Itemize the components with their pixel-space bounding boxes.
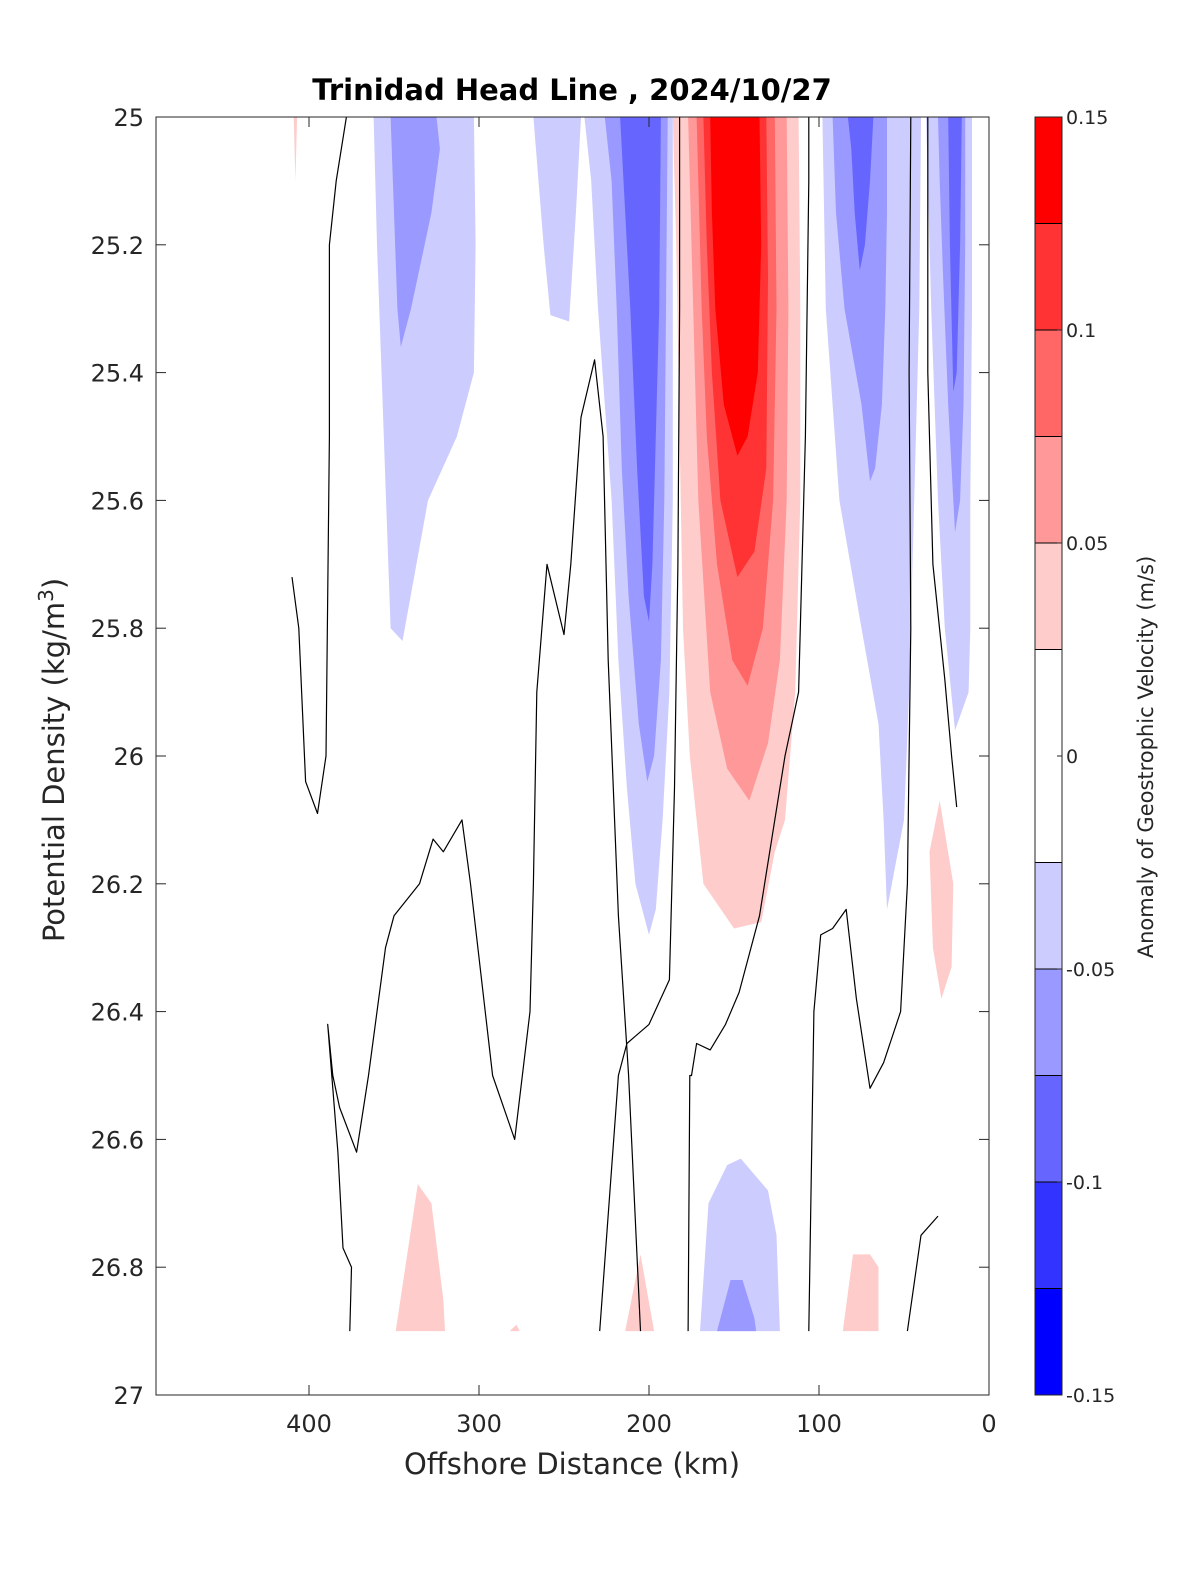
contour-region-19: [847, 117, 874, 271]
colorbar-segment-2: [1035, 1075, 1062, 1182]
y-axis-title: Potential Density (kg/m3): [34, 578, 71, 942]
y-tick-label: 26: [113, 743, 144, 771]
zero-contour-line-6: [927, 117, 958, 808]
x-tick-label: 200: [626, 1410, 672, 1438]
x-tick-label: 400: [286, 1410, 332, 1438]
x-axis-ticks: 400 300 200 100 0: [286, 117, 997, 1438]
colorbar-tick-label: -0.15: [1066, 1385, 1115, 1407]
y-axis-title-close: ): [37, 578, 71, 589]
colorbar-tick-label: -0.05: [1066, 959, 1115, 981]
contour-region-4: [710, 117, 762, 456]
contour-region-22: [948, 117, 962, 392]
zero-contour-line-4: [808, 116, 912, 1332]
y-tick-label: 26.2: [91, 871, 144, 899]
y-tick-label: 25: [113, 104, 144, 132]
contour-region-9: [929, 800, 954, 999]
zero-contour-line-5: [906, 1215, 939, 1332]
colorbar-tick-label: 0.1: [1066, 320, 1096, 342]
y-axis-title-main: Potential Density (kg/m: [37, 602, 71, 942]
zero-contour-line-0: [291, 116, 347, 815]
colorbar-segment-1: [1035, 1182, 1062, 1289]
contour-region-5: [293, 117, 298, 181]
contour-region-23: [700, 1158, 780, 1332]
colorbar-segment-7: [1035, 436, 1062, 543]
y-tick-label: 25.6: [91, 487, 144, 515]
chart-title: Trinidad Head Line , 2024/10/27: [312, 73, 832, 107]
y-axis-ticks: 25 25.2 25.4 25.6 25.8 26 26.2 26.4 26.6 26.8 27: [91, 104, 989, 1410]
y-tick-label: 25.4: [91, 360, 144, 388]
contour-region-12: [390, 117, 440, 347]
y-tick-label: 26.6: [91, 1126, 144, 1154]
contour-region-18: [832, 117, 887, 482]
colorbar: 0.15 0.1 0.05 0 -0.05 -0.1 -0.15: [1034, 107, 1115, 1407]
y-tick-label: 26.4: [91, 999, 144, 1027]
zero-contour-lines: [291, 116, 958, 1332]
contour-region-10: [509, 1324, 520, 1332]
colorbar-segment-10: [1035, 117, 1062, 224]
y-tick-label: 26.8: [91, 1254, 144, 1282]
contour-fills: [293, 117, 972, 1332]
colorbar-title: Anomaly of Geostrophic Velocity (m/s): [1134, 556, 1158, 959]
colorbar-tick-label: 0.15: [1066, 107, 1108, 129]
x-tick-label: 300: [456, 1410, 502, 1438]
y-axis-title-sup: 3: [34, 589, 58, 602]
colorbar-segment-3: [1035, 969, 1062, 1076]
colorbar-segment-8: [1035, 330, 1062, 437]
contour-region-8: [842, 1254, 879, 1332]
contour-region-6: [395, 1184, 445, 1332]
contour-region-13: [533, 117, 581, 322]
x-tick-label: 0: [981, 1410, 996, 1438]
colorbar-tick-label: -0.1: [1066, 1172, 1103, 1194]
y-tick-label: 25.2: [91, 232, 144, 260]
zero-contour-line-2: [599, 117, 681, 1332]
colorbar-segment-6: [1035, 543, 1062, 650]
x-tick-label: 100: [796, 1410, 842, 1438]
colorbar-tick-label: 0.05: [1066, 533, 1108, 555]
zero-contour-line-3: [687, 117, 810, 1332]
contour-region-24: [717, 1280, 757, 1332]
colorbar-segment-0: [1035, 1288, 1062, 1395]
colorbar-segment-4: [1035, 862, 1062, 969]
zero-contour-line-1: [327, 359, 642, 1332]
y-tick-label: 25.8: [91, 615, 144, 643]
contour-region-16: [620, 117, 661, 622]
x-axis-title: Offshore Distance (km): [404, 1447, 740, 1481]
contour-region-7: [625, 1254, 655, 1332]
colorbar-segment-9: [1035, 223, 1062, 330]
colorbar-tick-label: 0: [1066, 746, 1078, 768]
y-tick-label: 27: [113, 1382, 144, 1410]
